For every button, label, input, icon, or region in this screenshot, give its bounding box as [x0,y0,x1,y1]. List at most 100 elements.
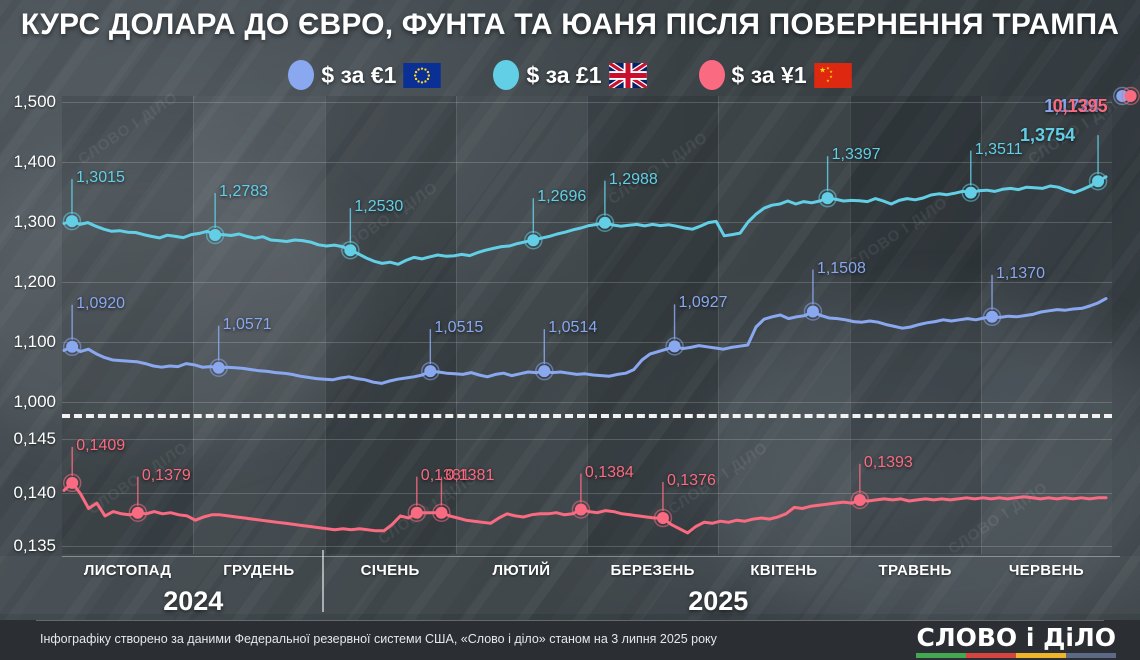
data-label-eur: 1,0927 [678,294,728,312]
data-label-gbp: 1,3754 [1020,125,1076,146]
legend-item-eur: $ за €1 [288,60,442,90]
logo-bar [966,653,1016,658]
gridline-vertical [980,96,982,554]
data-label-eur: 1,0515 [434,319,484,337]
data-label-eur: 1,1724 [1044,96,1100,116]
data-point-cny[interactable] [435,506,448,519]
gridline [62,492,1112,494]
data-point-eur[interactable] [424,365,437,378]
x-tick-7: ЧЕРВЕНЬ [1008,562,1084,579]
data-point-cny[interactable] [574,503,587,516]
x-tick-6: ТРАВЕНЬ [878,562,952,579]
data-point-cny[interactable] [1124,90,1137,102]
data-point-cny[interactable] [66,476,79,489]
footer: Інфографіку створено за даними Федеральн… [0,620,1140,660]
data-label-eur: 1,0571 [222,315,272,333]
gridline [62,402,1112,403]
y-tick-label: 1,100 [13,332,56,351]
series-lines [62,86,1140,535]
data-point-gbp[interactable] [209,229,222,242]
gridline [62,342,1112,343]
data-point-eur[interactable] [986,310,999,323]
gridline [62,545,1112,547]
x-tick-4: БЕРЕЗЕНЬ [610,562,695,579]
data-label-gbp: 1,3015 [75,169,125,187]
data-label-cny: 0,1395 [1052,96,1108,116]
y-tick-label: 1,200 [13,272,56,291]
data-label-cny: 0,1379 [141,466,191,484]
legend-label: $ за £1 [526,61,602,88]
data-label-gbp: 1,3397 [831,146,881,164]
data-label-eur: 1,1370 [996,264,1045,282]
legend-item-cny: $ за ¥1 ★ ★ ★ ★ ★ [698,60,852,90]
gridline [62,162,1112,163]
y-tick-label: 0,140 [13,482,56,502]
data-label-cny: 0,1384 [584,463,634,481]
data-point-gbp[interactable] [1092,175,1105,188]
legend-color-dot [698,60,725,90]
data-point-eur[interactable] [538,365,551,378]
legend-item-gbp: $ за £1 [493,60,648,90]
svg-text:★: ★ [826,78,830,82]
data-point-eur[interactable] [806,305,819,318]
gridline-vertical [193,96,195,554]
legend-color-dot [493,60,520,90]
month-band [324,96,456,554]
x-axis: ЛИСТОПАД ГРУДЕНЬ СІЧЕНЬ ЛЮТИЙ БЕРЕЗЕНЬ КВІТЕН… [0,556,1140,616]
data-label-eur: 1,0920 [76,294,126,312]
data-point-gbp[interactable] [821,192,834,205]
marker-ring [1121,86,1140,106]
data-point-gbp[interactable] [527,234,540,247]
data-label-gbp: 1,3511 [974,140,1023,158]
data-point-gbp[interactable] [598,216,611,229]
uk-flag [607,60,648,90]
data-point-cny[interactable] [410,506,423,519]
gridline-vertical [587,96,588,554]
month-band [62,96,194,554]
month-band [587,96,719,554]
data-point-gbp[interactable] [344,244,357,257]
y-tick-label: 0,135 [13,535,56,555]
svg-text:★: ★ [819,65,826,74]
data-label-cny: 0,1393 [863,453,913,471]
x-tick-2: СІЧЕНЬ [360,562,420,579]
gridline-vertical [849,96,851,554]
y-tick-label: 1,400 [13,152,56,171]
page-title: КУРС ДОЛАРА ДО ЄВРО, ФУНТА ТА ЮАНЯ ПІСЛЯ… [20,8,1120,41]
eu-flag [403,62,442,88]
data-label-cny: 0,1409 [76,436,126,454]
data-point-eur[interactable] [66,340,79,353]
data-point-cny[interactable] [853,493,866,506]
cn-flag: ★ ★ ★ ★ ★ [813,62,852,88]
x-tick-0: ЛИСТОПАД [83,562,172,579]
data-point-gbp[interactable] [65,215,78,228]
data-label-eur: 1,0514 [548,319,598,337]
data-point-cny[interactable] [656,512,669,525]
year-label-2025: 2025 [688,586,749,616]
data-label-cny: 0,1381 [445,466,495,484]
data-point-gbp[interactable] [964,186,977,199]
plot-area: 1,3015 1,2783 1,2530 1,2696 1,2988 1,3397 1,35… [62,86,1140,554]
line-gbp [62,175,1108,266]
x-tick-1: ГРУДЕНЬ [223,562,295,579]
logo-bar [916,653,966,658]
data-label-gbp: 1,2783 [219,183,269,201]
footer-note: Інфографіку створено за даними Федеральн… [40,632,717,646]
legend-label: $ за €1 [321,61,397,88]
chart-legend: $ за €1 $ за £1 $ за ¥1 ★ ★ ★ ★ ★ [0,60,1140,90]
gridline [62,222,1112,223]
data-label-gbp: 1,2530 [354,198,404,216]
legend-label: $ за ¥1 [731,61,807,88]
gridline [62,102,1112,103]
y-tick-label: 1,300 [13,212,56,231]
year-divider [322,550,324,612]
gridline-vertical [455,96,457,554]
data-label-gbp: 1,2696 [537,188,587,206]
data-label-gbp: 1,2988 [608,170,658,188]
data-point-cny[interactable] [131,506,144,519]
x-axis-top-rule [62,556,1120,557]
data-point-eur[interactable] [668,340,681,353]
data-point-eur[interactable] [212,361,225,374]
logo-bar [1016,653,1066,658]
